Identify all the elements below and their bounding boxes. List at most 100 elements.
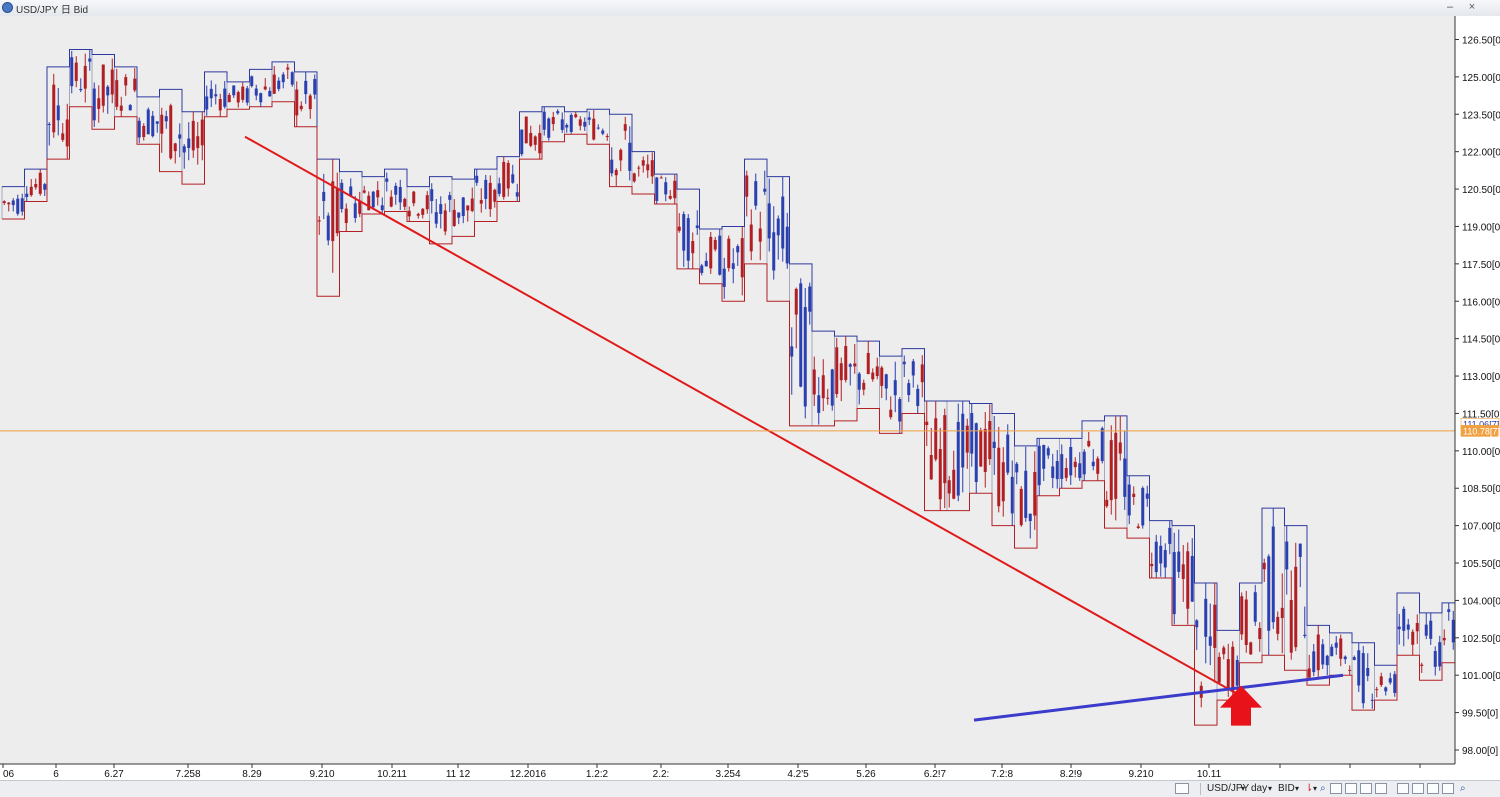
bull-candle <box>457 212 461 218</box>
bear-candle <box>2 201 6 204</box>
price-side-dropdown-icon[interactable]: ▾ <box>1295 784 1300 793</box>
bull-candle <box>569 114 573 132</box>
bear-candle <box>83 65 87 89</box>
bear-candle <box>263 86 267 90</box>
candle-style-dropdown-icon[interactable]: ▾ <box>1313 784 1318 793</box>
title-bar: USD/JPY 日 Bid – × <box>0 0 1500 17</box>
bear-candle <box>1019 488 1023 526</box>
bull-candle <box>326 215 330 241</box>
bear-candle <box>1222 647 1226 655</box>
bear-candle <box>52 84 56 133</box>
bull-candle <box>1303 634 1307 637</box>
bear-candle <box>412 191 416 204</box>
bear-candle <box>403 198 407 207</box>
bear-candle <box>1132 493 1136 497</box>
scroll-handle-icon[interactable] <box>1175 783 1189 794</box>
bull-candle <box>1271 526 1275 623</box>
time-axis[interactable]: 06 6 6.27 7.258 8.29 9.210 10.211 11 12 12.2016 1… <box>0 763 1500 780</box>
bull-candle <box>232 85 236 96</box>
bull-candle <box>1204 598 1208 637</box>
bull-candle <box>1100 428 1104 462</box>
layout-icon[interactable] <box>1412 783 1424 794</box>
bull-candle <box>1406 624 1410 630</box>
instrument-selector[interactable]: USD/JPY <box>1207 783 1250 794</box>
zoom-icon[interactable]: ⌕ <box>1320 783 1326 794</box>
bear-candle <box>952 469 956 499</box>
time-tick-label: 10.11 <box>1197 769 1222 780</box>
last-price-label: 111.06[7] <box>1463 419 1499 429</box>
time-tick-label: 9.210 <box>1128 769 1153 780</box>
time-tick-label: 4.2'5 <box>787 769 809 780</box>
bull-candle <box>956 421 960 496</box>
price-axis[interactable]: 126.50[0 125.00[0 123.50[0 122.00[0 120.50[0… <box>1454 16 1500 780</box>
bear-candle <box>1316 634 1320 671</box>
price-tick-label: 126.50[0 <box>1462 35 1500 46</box>
resistance-trendline <box>244 135 1236 694</box>
bear-candle <box>299 105 303 110</box>
bear-candle <box>191 120 195 151</box>
bull-candle <box>610 159 614 174</box>
bull-candle <box>398 187 402 203</box>
bull-candle <box>1343 656 1347 660</box>
status-bar: USD/JPY ▾ day ▾ BID ▾ ⇂ ▾ ⌕ ⌕ <box>0 780 1500 797</box>
bear-candle <box>979 430 983 467</box>
bull-candle <box>1078 463 1082 478</box>
bull-candle <box>916 388 920 407</box>
price-tick-label: 107.00[0 <box>1462 522 1500 533</box>
bull-candle <box>70 57 74 87</box>
bull-candle <box>1330 646 1334 657</box>
drawing-icon[interactable] <box>1375 783 1387 794</box>
minimize-button[interactable]: – <box>1446 1 1454 13</box>
price-tick-label: 125.00[0 <box>1462 73 1500 84</box>
bull-candle <box>448 195 452 200</box>
bull-candle <box>1361 653 1365 704</box>
bear-candle <box>1033 471 1037 516</box>
price-side-selector[interactable]: BID <box>1278 783 1295 794</box>
bull-candle <box>1010 476 1014 514</box>
time-tick-label: 2.2: <box>653 769 670 780</box>
bull-candle <box>47 123 51 125</box>
bull-candle <box>439 204 443 214</box>
bull-candle <box>353 203 357 218</box>
template-icon[interactable] <box>1442 783 1454 794</box>
bull-candle <box>1433 650 1437 667</box>
bull-candle <box>1451 619 1455 643</box>
price-chart[interactable]: 126.50[0 125.00[0 123.50[0 122.00[0 120.50[0… <box>0 16 1500 780</box>
bull-candle <box>583 121 587 127</box>
indicator-icon[interactable] <box>1360 783 1372 794</box>
close-button[interactable]: × <box>1468 1 1476 13</box>
bull-candle <box>164 116 168 122</box>
bear-candle <box>650 160 654 177</box>
bear-candle <box>1307 668 1311 678</box>
bull-candle <box>1285 541 1289 570</box>
bear-candle <box>1379 676 1383 686</box>
bear-candle <box>358 200 362 214</box>
bull-candle <box>484 179 488 199</box>
timeframe-dropdown-icon[interactable]: ▾ <box>1268 784 1273 793</box>
bull-candle <box>565 125 569 128</box>
crosshair-icon[interactable] <box>1330 783 1342 794</box>
bull-candle <box>628 142 632 171</box>
app-logo-icon <box>2 2 13 13</box>
candle-style-icon[interactable]: ⇂ <box>1305 783 1314 794</box>
time-tick-label: 8.29 <box>242 769 262 780</box>
bear-candle <box>119 105 123 111</box>
bull-candle <box>56 105 60 121</box>
bear-candle <box>1375 689 1379 691</box>
bull-candle <box>1145 493 1149 499</box>
more-icon[interactable]: ⌕ <box>1460 783 1466 794</box>
chart-area[interactable]: 126.50[0 125.00[0 123.50[0 122.00[0 120.50[0… <box>0 16 1500 780</box>
data-window-icon[interactable] <box>1427 783 1439 794</box>
bull-candle <box>1159 545 1163 564</box>
chart-style-icon[interactable] <box>1345 783 1357 794</box>
bull-candle <box>893 380 897 396</box>
bull-candle <box>187 138 191 148</box>
bull-candle <box>11 200 15 206</box>
bull-candle <box>817 395 821 413</box>
bear-candle <box>1087 440 1091 447</box>
settings-icon[interactable] <box>1397 783 1409 794</box>
instrument-dropdown-icon[interactable]: ▾ <box>1241 784 1246 793</box>
trendlines[interactable] <box>0 135 1500 726</box>
timeframe-selector[interactable]: day <box>1251 783 1268 794</box>
plot-background <box>0 16 1455 764</box>
